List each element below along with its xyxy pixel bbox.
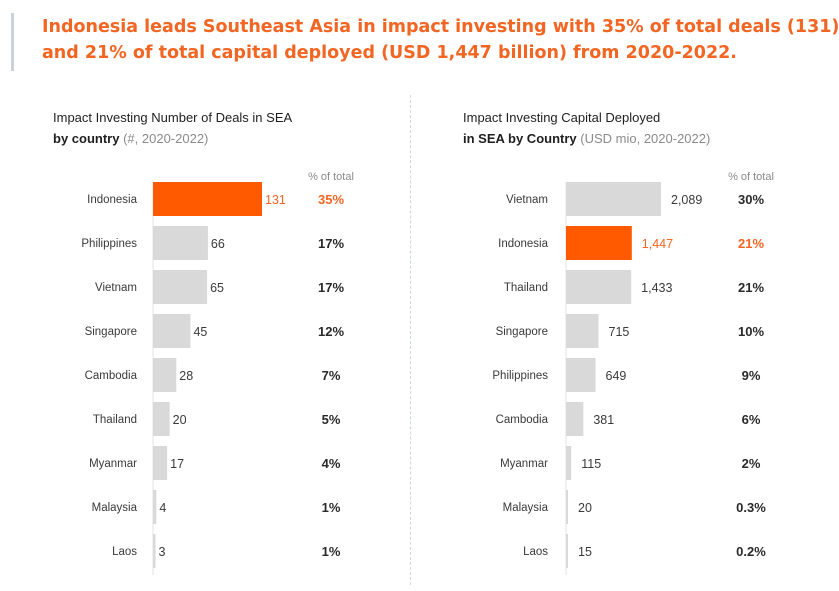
category-label: Malaysia — [92, 502, 138, 514]
bar-indonesia — [153, 182, 262, 216]
category-label: Myanmar — [89, 458, 137, 470]
pct-label: 12% — [318, 324, 344, 339]
bar-cambodia — [566, 402, 584, 436]
accent-bar — [11, 13, 14, 71]
value-label: 381 — [593, 413, 614, 427]
pct-label: 0.3% — [736, 500, 766, 515]
headline-line-2: and 21% of total capital deployed (USD 1… — [42, 43, 737, 63]
deals-subtitle: (#, 2020-2022) — [123, 131, 209, 146]
bar-laos — [566, 534, 568, 568]
bar-vietnam — [566, 182, 661, 216]
value-label: 45 — [193, 325, 207, 339]
pct-label: 21% — [738, 280, 764, 295]
category-label: Indonesia — [498, 238, 548, 250]
value-label: 3 — [158, 545, 165, 559]
pct-label: 35% — [318, 192, 344, 207]
bar-singapore — [566, 314, 599, 348]
value-label: 649 — [606, 369, 627, 383]
bar-philippines — [566, 358, 596, 392]
deals-title-line-2: by country (#, 2020-2022) — [53, 128, 292, 149]
headline-line-1: Indonesia leads Southeast Asia in impact… — [42, 17, 839, 37]
value-label: 28 — [179, 369, 193, 383]
category-label: Laos — [112, 546, 137, 558]
category-label: Cambodia — [496, 414, 549, 426]
bar-myanmar — [153, 446, 168, 480]
pct-label: 1% — [322, 544, 341, 559]
value-label: 2,089 — [671, 193, 702, 207]
value-label: 1,447 — [642, 237, 673, 251]
bar-cambodia — [153, 358, 177, 392]
value-label: 1,433 — [641, 281, 672, 295]
value-label: 17 — [170, 457, 184, 471]
bar-laos — [153, 534, 156, 568]
category-label: Malaysia — [503, 502, 549, 514]
bar-myanmar — [566, 446, 572, 480]
bar-malaysia — [566, 490, 568, 524]
pct-label: 21% — [738, 236, 764, 251]
value-label: 20 — [173, 413, 187, 427]
bar-malaysia — [153, 490, 157, 524]
capital-title-by-country: in SEA by Country — [463, 131, 577, 146]
category-label: Singapore — [85, 326, 137, 338]
category-label: Philippines — [81, 238, 137, 250]
bar-philippines — [153, 226, 208, 260]
pct-label: 30% — [738, 192, 764, 207]
value-label: 66 — [211, 237, 225, 251]
value-label: 20 — [578, 501, 592, 515]
category-label: Philippines — [492, 370, 548, 382]
pct-label: 17% — [318, 280, 344, 295]
category-label: Singapore — [496, 326, 548, 338]
pct-label: 6% — [742, 412, 761, 427]
category-label: Cambodia — [85, 370, 138, 382]
deals-title-by-country: by country — [53, 131, 120, 146]
pct-label: 9% — [742, 368, 761, 383]
category-label: Laos — [523, 546, 548, 558]
bar-thailand — [566, 270, 632, 304]
pct-label: 4% — [322, 456, 341, 471]
value-label: 15 — [578, 545, 592, 559]
chart-divider — [410, 95, 411, 585]
bar-thailand — [153, 402, 170, 436]
deals-chart-title: Impact Investing Number of Deals in SEA … — [53, 107, 292, 149]
category-label: Vietnam — [95, 282, 137, 294]
pct-label: 0.2% — [736, 544, 766, 559]
capital-chart-title: Impact Investing Capital Deployed in SEA… — [463, 107, 710, 149]
category-label: Vietnam — [506, 194, 548, 206]
bar-indonesia — [566, 226, 632, 260]
value-label: 131 — [265, 193, 286, 207]
value-label: 715 — [609, 325, 630, 339]
capital-title-line-2: in SEA by Country (USD mio, 2020-2022) — [463, 128, 710, 149]
capital-subtitle: (USD mio, 2020-2022) — [580, 131, 711, 146]
pct-label: 7% — [322, 368, 341, 383]
bar-singapore — [153, 314, 191, 348]
category-label: Thailand — [504, 282, 548, 294]
category-label: Myanmar — [500, 458, 548, 470]
capital-title-line-1: Impact Investing Capital Deployed — [463, 110, 661, 125]
pct-label: 17% — [318, 236, 344, 251]
value-label: 4 — [159, 501, 166, 515]
pct-label: 10% — [738, 324, 764, 339]
capital-chart: % of total Vietnam 2,089 30% Indonesia 1,447 2… — [492, 171, 774, 575]
category-label: Thailand — [93, 414, 137, 426]
pct-label: 1% — [322, 500, 341, 515]
pct-label: 5% — [322, 412, 341, 427]
value-label: 65 — [210, 281, 224, 295]
deals-title-line-1: Impact Investing Number of Deals in SEA — [53, 110, 293, 125]
headline: Indonesia leads Southeast Asia in impact… — [42, 14, 839, 66]
pct-header: % of total — [308, 171, 354, 183]
bar-vietnam — [153, 270, 208, 304]
value-label: 115 — [581, 457, 601, 471]
pct-label: 2% — [742, 456, 761, 471]
pct-header: % of total — [728, 171, 774, 183]
category-label: Indonesia — [87, 194, 137, 206]
